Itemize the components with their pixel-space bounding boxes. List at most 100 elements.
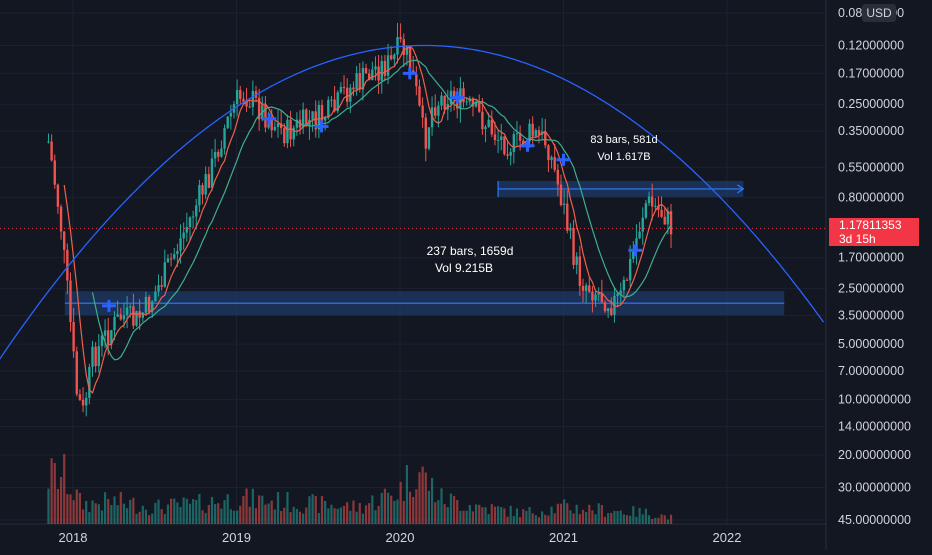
candle-body <box>141 312 145 318</box>
candle-body <box>345 87 349 102</box>
candle-body <box>358 73 361 90</box>
candle-body <box>374 66 377 70</box>
volume-bar <box>229 509 232 524</box>
volume-bar <box>107 499 110 524</box>
volume-bar <box>72 500 75 524</box>
volume-bar <box>443 504 446 524</box>
volume-bar <box>280 511 283 524</box>
ma-fast-line <box>63 45 672 395</box>
volume-bar <box>286 491 289 524</box>
candle-body <box>257 97 261 120</box>
volume-bar <box>616 510 619 524</box>
volume-bar <box>415 489 418 524</box>
volume-bar <box>179 506 182 524</box>
volume-bar <box>346 502 349 524</box>
volume-bar <box>421 466 424 524</box>
volume-bar <box>553 513 556 524</box>
volume-bar <box>75 489 78 524</box>
volume-bar <box>327 508 330 524</box>
volume-bar <box>147 515 151 524</box>
volume-bar <box>349 510 352 524</box>
candle-body <box>591 291 594 301</box>
moving-averages <box>63 45 672 395</box>
candle-body <box>226 116 229 129</box>
candle-body <box>610 308 613 315</box>
candle-body <box>273 126 277 131</box>
candle-body <box>660 209 663 217</box>
volume-bar <box>509 505 512 524</box>
volume-bar <box>248 506 251 524</box>
candle-body <box>264 104 267 128</box>
candle-body <box>320 105 324 121</box>
volume-bar <box>563 499 566 524</box>
volume-bar <box>151 513 154 524</box>
candle-body <box>443 95 446 110</box>
candle-body <box>198 185 201 206</box>
candle-body <box>506 154 509 156</box>
volume-bar <box>358 503 361 524</box>
candle-body <box>154 291 157 302</box>
volume-bar <box>242 496 245 524</box>
candle-body <box>405 45 409 55</box>
candle-body <box>456 98 459 109</box>
arc-line <box>0 44 825 360</box>
volume-bar <box>289 512 292 524</box>
candle-body <box>188 217 192 228</box>
candle-body <box>69 280 72 322</box>
candle-body <box>110 330 113 345</box>
volume-bar <box>267 503 270 524</box>
candle-body <box>144 296 148 313</box>
volume-bar <box>660 514 663 524</box>
volume-bar <box>78 492 82 524</box>
price-tick-label: 20.00000000 <box>838 448 911 462</box>
candle-body <box>245 101 248 107</box>
candle-body <box>490 119 494 135</box>
volume-bar <box>585 511 588 524</box>
volume-bar <box>292 506 295 524</box>
volume-bar <box>412 496 415 524</box>
volume-bar <box>330 504 333 524</box>
volume-bar <box>276 492 280 524</box>
candle-body <box>465 101 468 103</box>
candle-body <box>157 285 160 292</box>
candle-body <box>327 100 330 118</box>
candle-body <box>663 216 666 225</box>
volume-bar <box>217 503 220 524</box>
price-tick-label: 30.00000000 <box>838 481 911 495</box>
volume-bar <box>254 508 258 524</box>
volume-bar <box>619 510 622 524</box>
volume-bar <box>305 507 308 524</box>
candle-body <box>424 117 427 149</box>
candle-body <box>336 92 339 112</box>
volume-bar <box>311 494 314 524</box>
volume-bar <box>531 513 534 524</box>
volume-bar <box>119 492 122 524</box>
volume-bar <box>654 517 657 524</box>
signal-marker-v <box>320 120 324 133</box>
candle-body <box>229 112 233 117</box>
volume-bar <box>556 503 559 524</box>
candle-body <box>53 160 56 185</box>
volume-bar <box>515 508 519 524</box>
volume-bar <box>251 488 254 524</box>
candle-body <box>160 285 163 287</box>
volume-bar <box>468 504 471 524</box>
volume-bar <box>144 509 148 524</box>
candle-body <box>113 316 116 331</box>
candle-body <box>217 151 220 157</box>
volume-bar <box>578 514 581 524</box>
volume-bar <box>368 503 371 524</box>
volume-bar <box>647 515 651 524</box>
candle-body <box>616 293 619 297</box>
candle-body <box>361 67 365 90</box>
currency-button[interactable]: USD <box>862 4 896 22</box>
candle-body <box>553 157 556 170</box>
candle-body <box>556 169 560 185</box>
price-axis[interactable]: 0.080000000.120000000.170000000.25000000… <box>838 6 911 527</box>
volume-bar <box>594 514 597 524</box>
candles <box>47 22 673 417</box>
time-axis[interactable]: 2018 2019 2020 2021 2022 <box>59 530 742 545</box>
volume-bar <box>663 515 666 524</box>
